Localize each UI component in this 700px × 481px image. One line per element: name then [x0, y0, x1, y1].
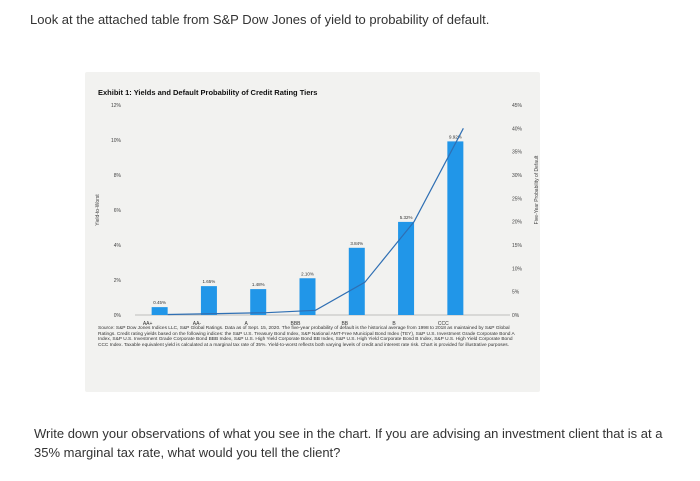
y2-tick-label: 30% — [512, 173, 523, 179]
y2-tick-label: 45% — [512, 103, 523, 109]
bar-B — [398, 221, 415, 315]
bar-A — [250, 289, 267, 315]
y-tick-label: 4% — [114, 243, 122, 249]
x-tick-label: BB — [341, 321, 348, 327]
yield-default-chart: 0% 2% 4% 6% 8% 10% 12% 0% 5% 10% 15% 20% 25% 30% 35% 40… — [95, 103, 540, 327]
x-tick-label: AA+ — [143, 321, 153, 327]
assignment-prompt: Write down your observations of what you… — [34, 426, 663, 460]
y-axis-label: Yield-to-Worst — [95, 194, 101, 226]
y2-tick-label: 0% — [512, 313, 520, 319]
y-tick-label: 12% — [111, 103, 122, 109]
source-note: Source: S&P Dow Jones Indices LLC, S&P G… — [98, 326, 515, 348]
bar-CCC — [447, 141, 464, 315]
x-tick-label: AA- — [193, 321, 202, 327]
y2-tick-label: 20% — [512, 220, 523, 226]
x-tick-label: BBB — [290, 321, 301, 327]
bar-AA+ — [151, 307, 168, 315]
x-tick-label: CCC — [438, 321, 449, 327]
y2-tick-label: 15% — [512, 243, 523, 249]
x-tick-label: A — [245, 321, 249, 327]
exhibit-photo — [85, 72, 540, 392]
data-label: 9.92% — [449, 134, 462, 139]
y2-tick-label: 25% — [512, 196, 523, 202]
y-tick-label: 2% — [114, 278, 122, 284]
x-tick-label: B — [392, 321, 396, 327]
y2-tick-label: 40% — [512, 126, 523, 132]
exhibit-title: Exhibit 1: Yields and Default Probabilit… — [98, 88, 318, 97]
bar-AA- — [200, 286, 217, 315]
data-label: 3.84% — [350, 241, 363, 246]
data-label: 0.45% — [153, 300, 166, 305]
y2-tick-label: 10% — [512, 266, 523, 272]
bar-BB — [348, 247, 365, 315]
y-tick-label: 0% — [114, 313, 122, 319]
data-label: 2.10% — [301, 271, 314, 276]
question-text: Look at the attached table from S&P Dow … — [30, 12, 490, 27]
data-label: 1.48% — [252, 282, 265, 287]
y2-axis-label: Five-Year Probability of Default — [534, 155, 540, 224]
y-tick-label: 8% — [114, 173, 122, 179]
data-label: 5.32% — [400, 215, 413, 220]
y2-tick-label: 35% — [512, 150, 523, 156]
y2-tick-label: 5% — [512, 290, 520, 296]
default-probability-line — [167, 128, 464, 316]
data-label: 1.65% — [203, 279, 216, 284]
y-tick-label: 6% — [114, 208, 122, 214]
bar-BBB — [299, 278, 316, 315]
y-tick-label: 10% — [111, 138, 122, 144]
